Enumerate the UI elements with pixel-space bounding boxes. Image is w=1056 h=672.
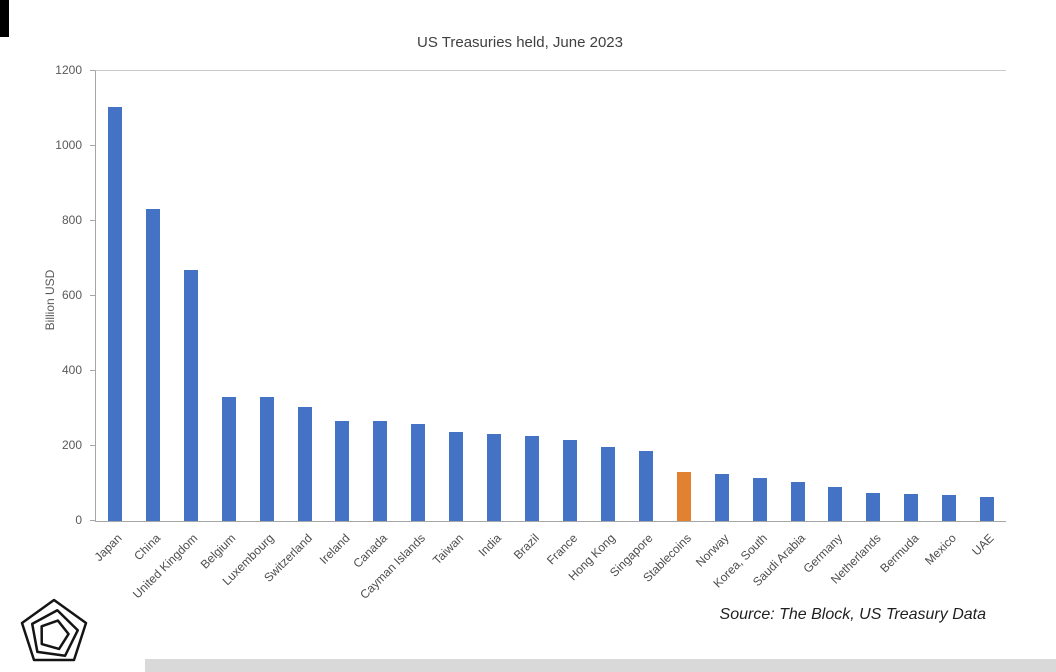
bar-slot: Mexico [922,71,968,568]
y-axis: 0 200 400 600 800 1000 1200 [0,63,95,527]
bar-slot: Belgium [198,71,248,572]
bar-canada [373,420,388,521]
bar-ireland [335,420,350,521]
bar-slot: Korea, South [710,71,779,590]
bar-saudi-arabia [790,481,805,521]
bar-uae [980,497,995,521]
bar-korea-south [752,478,767,521]
y-tick-label: 800 [61,213,82,227]
x-axis-label: UAE [969,531,998,559]
bar-slot: UAE [968,71,1006,558]
y-tick-mark [90,369,95,371]
bar-slot: India [475,71,513,559]
x-axis-label: India [475,531,505,560]
x-axis-label: Brazil [510,531,543,563]
bar-cayman-islands [411,423,426,521]
bar-slot: Singapore [607,71,665,580]
x-axis-label: France [543,531,580,568]
bar-slot: Cayman Islands [357,71,437,602]
x-axis-label: Japan [91,531,125,565]
x-axis-label: Mexico [922,531,960,568]
corner-mark [0,0,9,37]
x-axis-label: Bermuda [876,531,922,576]
y-tick-mark [90,219,95,221]
the-block-logo [20,598,88,662]
y-tick-mark [90,144,95,146]
source-note: Source: The Block, US Treasury Data [719,606,986,623]
bar-united-kingdom [183,269,198,521]
x-axis-label: Ireland [316,531,353,567]
bar-bermuda [904,494,919,521]
bar-slot: Canada [351,71,399,571]
bar-singapore [638,451,653,521]
bar-germany [828,487,843,521]
bar-slot: France [544,71,589,567]
bar-slot: Saudi Arabia [749,71,817,589]
y-tick-label: 1200 [55,63,82,77]
bar-norway [714,474,729,521]
bar-slot: Germany [801,71,855,576]
bar-slot: Taiwan [430,71,475,567]
bar-slot: Norway [693,71,741,570]
y-tick-label: 600 [61,288,82,302]
bar-slot: Stablecoins [640,71,703,585]
bar-china [145,208,160,521]
bar-taiwan [449,431,464,521]
bar-slot: Switzerland [261,71,324,585]
x-axis-label: China [130,531,163,564]
y-tick-mark [90,294,95,296]
x-axis-label: Taiwan [429,531,467,568]
bar-slot: Netherlands [828,71,892,587]
bar-slot: Brazil [511,71,551,562]
bar-india [487,434,502,521]
bar-hong-kong [600,446,615,521]
plot-area: Japan China United Kingdom Belgium Luxembour… [92,70,1006,602]
y-tick-label: 0 [75,513,82,527]
bar-slot: China [131,71,172,563]
bar-mexico [942,495,957,521]
bar-brazil [525,436,540,521]
bar-slot: Luxembourg [219,71,286,588]
bottom-strip [145,659,1056,672]
bar-japan [107,106,122,521]
bar-slot: United Kingdom [130,71,210,601]
bar-stablecoins [676,471,691,521]
bar-netherlands [866,493,881,521]
y-tick-mark [90,519,95,521]
bar-slot: Japan [92,71,134,564]
bar-belgium [221,396,236,521]
y-tick-label: 200 [61,438,82,452]
y-tick-mark [90,444,95,446]
y-tick-mark [90,69,95,71]
bar-slot: Ireland [317,71,362,567]
bar-luxembourg [259,397,274,521]
bar-switzerland [297,407,312,521]
y-tick-label: 400 [61,363,82,377]
bar-slot: Hong Kong [565,71,627,583]
y-tick-label: 1000 [55,138,82,152]
bar-slot: Bermuda [877,71,930,575]
bar-france [563,440,578,521]
chart-title: US Treasuries held, June 2023 [417,34,623,51]
